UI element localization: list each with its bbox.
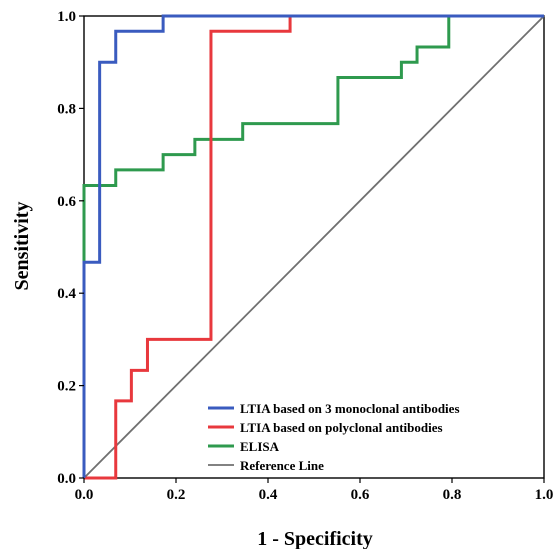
y-tick-label: 0.0 bbox=[57, 471, 76, 487]
x-tick-label: 0.8 bbox=[443, 487, 462, 503]
y-tick-label: 0.2 bbox=[57, 379, 76, 395]
x-tick-label: 0.6 bbox=[351, 487, 370, 503]
y-tick-label: 1.0 bbox=[57, 9, 76, 25]
series-line-2 bbox=[84, 14, 544, 480]
series-line-3 bbox=[82, 14, 544, 478]
axes: 0.00.0 0.2 0.2 0.4 0.4 0.6 0.6 0.8 0.8 1.0 1.0 bbox=[57, 9, 553, 503]
legend-label-4: Reference Line bbox=[240, 458, 324, 473]
legend: LTIA based on 3 monoclonal antibodies LTI… bbox=[208, 401, 460, 473]
x-tick-label: 0.0 bbox=[75, 487, 94, 503]
series-line-4 bbox=[83, 15, 545, 479]
x-tick-label: 0.2 bbox=[167, 487, 186, 503]
y-tick-label: 0.8 bbox=[57, 101, 76, 117]
legend-label-3: ELISA bbox=[240, 439, 280, 454]
x-tick-label: 0.4 bbox=[259, 487, 278, 503]
legend-label-1: LTIA based on 3 monoclonal antibodies bbox=[240, 401, 460, 416]
y-tick-label: 0.6 bbox=[57, 194, 76, 210]
x-tick-label: 1.0 bbox=[535, 487, 554, 503]
legend-label-2: LTIA based on polyclonal antibodies bbox=[240, 420, 443, 435]
y-axis-title: Sensitivity bbox=[11, 202, 33, 291]
y-tick-label: 0.4 bbox=[57, 286, 76, 302]
series-line-1 bbox=[82, 14, 544, 478]
x-axis-title: 1 - Specificity bbox=[257, 528, 373, 549]
series-layer bbox=[82, 14, 545, 480]
